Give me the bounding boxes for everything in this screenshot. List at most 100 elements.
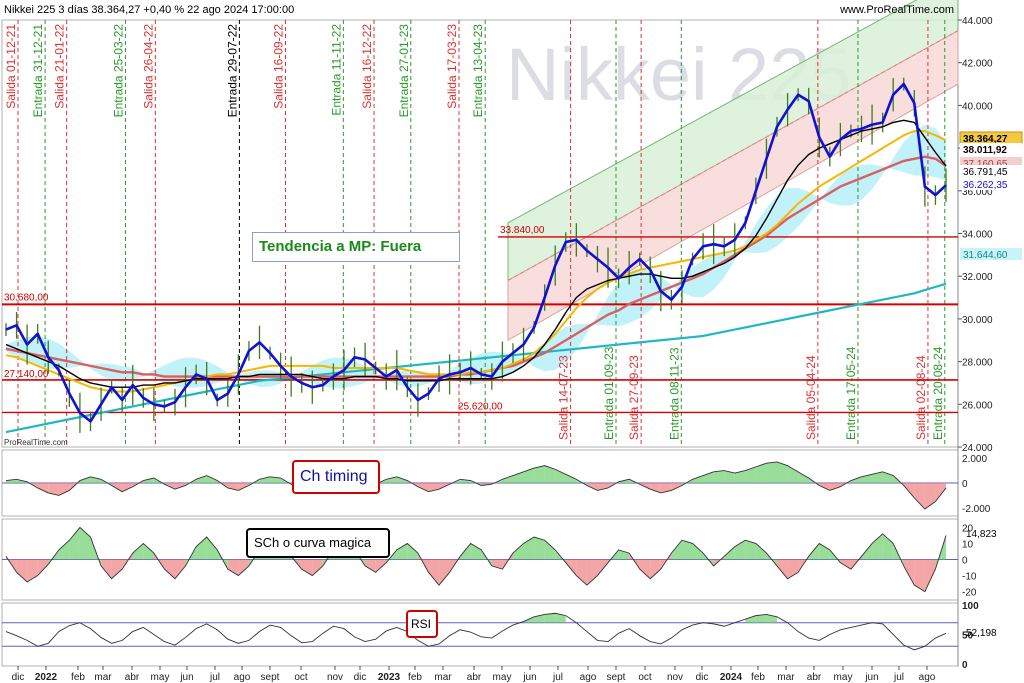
chtiming-fill-21 — [227, 483, 239, 491]
signal-label-0: Salida 01-12-21 — [4, 24, 18, 109]
rsi-last-label: 52,198 — [966, 628, 997, 639]
sch-fill-48 — [512, 543, 524, 560]
chtiming-fill-65 — [692, 475, 704, 483]
sch-fill-60 — [639, 559, 651, 579]
ch-timing-text: Ch timing — [300, 468, 368, 485]
sch-fill-54 — [576, 559, 587, 586]
sch-fill-41 — [439, 559, 450, 586]
price-tag-label-ma2: 36.791,45 — [963, 167, 1008, 178]
x-tick-label-27: mar — [777, 672, 795, 683]
x-tick-label-2: feb — [71, 672, 85, 683]
sch-fill-64 — [681, 540, 693, 560]
sch-fill-35 — [375, 559, 387, 573]
sch-fill-18 — [196, 537, 207, 560]
price-tag-label-ma4: 31.644,60 — [963, 250, 1008, 261]
ch-timing-box: Ch timing — [292, 460, 380, 494]
chtiming-tick-0: 2.000 — [962, 454, 987, 465]
sch-fill-53 — [565, 559, 577, 576]
sch-fill-68 — [724, 546, 735, 560]
chtiming-fill-63 — [671, 483, 682, 491]
sch-fill-50 — [534, 537, 545, 560]
chtiming-tick-1: 0 — [962, 479, 968, 490]
y-tick-label-2: 40.000 — [962, 101, 993, 112]
sch-tick-1: 10 — [962, 539, 974, 550]
x-tick-label-10: oct — [294, 672, 308, 683]
signal-label-14: Salida 27-09-23 — [627, 355, 641, 440]
sch-fill-1 — [16, 559, 28, 582]
chtiming-fill-68 — [724, 470, 735, 483]
chtiming-fill-78 — [829, 483, 841, 491]
rsi-text: RSI — [411, 617, 432, 631]
chtiming-fill-7 — [79, 476, 91, 483]
sch-fill-40 — [428, 559, 440, 586]
channel-midline — [507, 30, 959, 281]
rsi-line — [5, 612, 947, 651]
y-tick-label-5: 34.000 — [962, 230, 993, 241]
chtiming-fill-73 — [777, 461, 788, 483]
sch-fill-16 — [174, 559, 186, 579]
chtiming-fill-16 — [174, 483, 186, 490]
sch-fill-38 — [407, 543, 418, 560]
sch-fill-13 — [143, 543, 154, 560]
chtiming-fill-50 — [534, 465, 545, 483]
price-line — [5, 82, 947, 423]
signal-label-11: Entrada 13-04-23 — [471, 24, 485, 118]
trend-annotation-box: Tendencia a MP: Fuera — [252, 232, 460, 262]
x-tick-label-29: may — [834, 672, 853, 683]
chtiming-fill-18 — [196, 475, 207, 483]
sch-fill-79 — [840, 559, 851, 570]
ma-black-line — [5, 119, 947, 388]
sch-fill-81 — [861, 543, 873, 560]
x-tick-label-4: abr — [125, 672, 140, 683]
sch-fill-70 — [745, 540, 756, 560]
chtiming-fill-70 — [745, 466, 756, 483]
sch-fill-56 — [597, 559, 609, 576]
x-tick-label-24: dic — [696, 672, 709, 683]
signal-label-12: Salida 14-07-23 — [557, 355, 571, 440]
sch-last-label: 14,823 — [966, 529, 997, 540]
chtiming-fill-53 — [565, 474, 577, 483]
chtiming-fill-71 — [755, 463, 767, 483]
header-text: Nikkei 225 3 días 38.364,27 +0,40 % 22 a… — [4, 4, 954, 447]
chtiming-fill-5 — [58, 483, 70, 496]
sch-fill-3 — [37, 559, 49, 576]
sch-fill-71 — [755, 543, 767, 560]
rsi-tick-0: 100 — [962, 601, 979, 612]
chtiming-fill-37 — [396, 476, 408, 483]
chtiming-fill-72 — [766, 461, 778, 483]
chtiming-fill-43 — [460, 479, 471, 483]
rsi-box: RSI — [406, 610, 438, 638]
chtiming-line — [5, 461, 947, 510]
signal-label-19: Entrada 20-08-24 — [931, 346, 945, 440]
x-tick-label-6: jun — [179, 672, 193, 683]
x-tick-label-21: sept — [607, 672, 626, 683]
y-tick-label-1: 42.000 — [962, 59, 993, 70]
x-tick-label-8: ago — [234, 672, 251, 683]
sch-fill-7 — [79, 527, 91, 560]
sch-fill-29 — [312, 559, 323, 576]
indicator-panels: 2.0000-2.00020100-10-2014,82310050052,19… — [2, 454, 997, 671]
sch-fill-10 — [111, 559, 123, 579]
x-tick-label-13: 2023 — [378, 672, 401, 683]
signal-label-5: Entrada 29-07-22 — [225, 24, 239, 118]
horizontal-levels: 30.680,00 27.140,00 25.620,00 33.840,00 — [2, 225, 958, 414]
ma-teal-line — [5, 282, 947, 434]
signal-label-18: Salida 02-08-24 — [914, 355, 928, 440]
chtiming-fill-10 — [111, 483, 123, 492]
rsi-ob-52 — [555, 613, 566, 623]
price-tag-close2 — [960, 143, 1022, 155]
sch-fill-86 — [914, 559, 925, 592]
sch-fill-63 — [671, 540, 682, 560]
sch-fill-65 — [692, 543, 704, 560]
chtiming-fill-80 — [850, 476, 862, 483]
chtiming-fill-52 — [555, 469, 566, 483]
signal-label-7: Entrada 11-11-22 — [329, 24, 343, 116]
level-label-1: 27.140,00 — [4, 369, 49, 380]
sch-fill-61 — [650, 559, 661, 579]
x-tick-label-5: may — [151, 672, 170, 683]
sch-tick-2: 0 — [962, 556, 968, 567]
signal-label-8: Salida 16-12-22 — [360, 24, 374, 109]
chtiming-fill-11 — [122, 483, 133, 492]
y-tick-label-4: 36.000 — [962, 187, 993, 198]
brand-small-label: ProRealTime.com — [4, 438, 68, 447]
